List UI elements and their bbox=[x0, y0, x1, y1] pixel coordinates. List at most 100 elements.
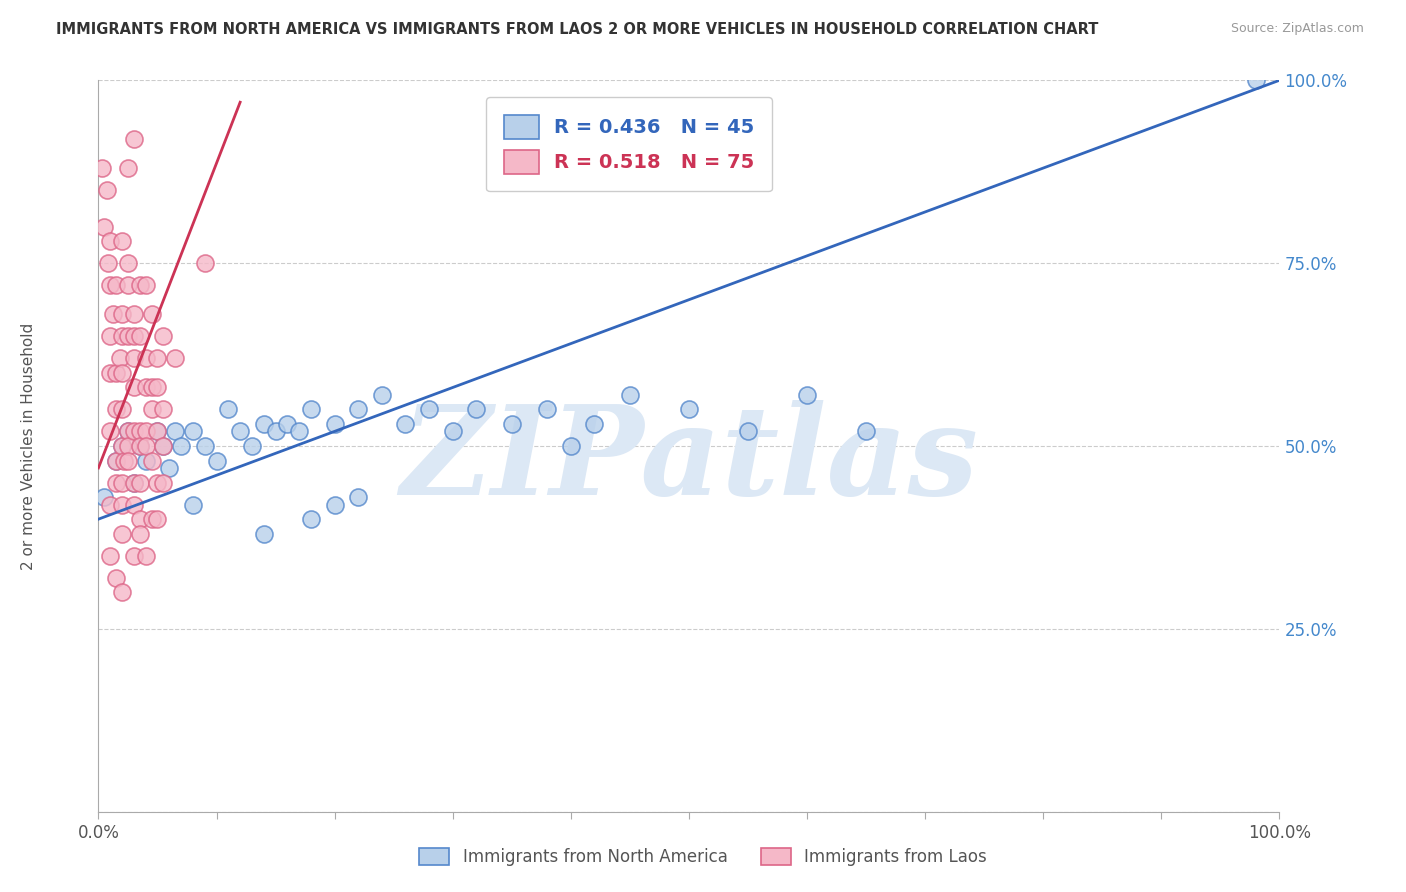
Point bbox=[1244, 73, 1267, 87]
Point bbox=[117, 425, 139, 439]
Point bbox=[122, 498, 145, 512]
Y-axis label: 2 or more Vehicles in Household: 2 or more Vehicles in Household bbox=[21, 322, 37, 570]
Point bbox=[347, 402, 370, 417]
Point bbox=[135, 549, 157, 563]
Point bbox=[135, 351, 157, 366]
Point bbox=[152, 439, 174, 453]
Point bbox=[105, 402, 128, 417]
Point bbox=[152, 402, 174, 417]
Point bbox=[111, 402, 134, 417]
Point bbox=[394, 417, 416, 431]
Point bbox=[796, 388, 818, 402]
Point bbox=[122, 351, 145, 366]
Point bbox=[583, 417, 606, 431]
Point bbox=[418, 402, 440, 417]
Point bbox=[128, 329, 150, 343]
Point bbox=[128, 278, 150, 293]
Point bbox=[105, 475, 128, 490]
Point bbox=[117, 256, 139, 270]
Point bbox=[98, 234, 121, 248]
Point bbox=[105, 453, 128, 467]
Point bbox=[122, 307, 145, 321]
Point bbox=[141, 307, 163, 321]
Point bbox=[93, 490, 115, 504]
Text: Source: ZipAtlas.com: Source: ZipAtlas.com bbox=[1230, 22, 1364, 36]
Point bbox=[229, 425, 252, 439]
Point bbox=[205, 453, 228, 467]
Point bbox=[96, 183, 118, 197]
Point bbox=[135, 439, 157, 453]
Point bbox=[146, 425, 169, 439]
Point bbox=[91, 161, 114, 175]
Point bbox=[98, 498, 121, 512]
Point bbox=[141, 402, 163, 417]
Point bbox=[501, 417, 523, 431]
Point bbox=[93, 219, 115, 234]
Point bbox=[117, 278, 139, 293]
Point bbox=[122, 425, 145, 439]
Point bbox=[128, 439, 150, 453]
Point bbox=[737, 425, 759, 439]
Point bbox=[98, 425, 121, 439]
Point bbox=[122, 329, 145, 343]
Point bbox=[117, 329, 139, 343]
Point bbox=[111, 439, 134, 453]
Point bbox=[111, 234, 134, 248]
Point bbox=[101, 307, 124, 321]
Point bbox=[288, 425, 311, 439]
Point bbox=[299, 402, 322, 417]
Point bbox=[98, 549, 121, 563]
Point bbox=[141, 512, 163, 526]
Point bbox=[128, 475, 150, 490]
Point bbox=[128, 526, 150, 541]
Point bbox=[122, 132, 145, 146]
Point bbox=[141, 453, 163, 467]
Point bbox=[135, 453, 157, 467]
Point bbox=[146, 512, 169, 526]
Point bbox=[276, 417, 298, 431]
Point bbox=[194, 439, 217, 453]
Text: IMMIGRANTS FROM NORTH AMERICA VS IMMIGRANTS FROM LAOS 2 OR MORE VEHICLES IN HOUS: IMMIGRANTS FROM NORTH AMERICA VS IMMIGRA… bbox=[56, 22, 1098, 37]
Point bbox=[117, 439, 139, 453]
Point bbox=[111, 307, 134, 321]
Point bbox=[135, 380, 157, 394]
Point bbox=[146, 425, 169, 439]
Point bbox=[105, 571, 128, 585]
Point bbox=[98, 278, 121, 293]
Point bbox=[111, 366, 134, 380]
Point bbox=[253, 526, 276, 541]
Point bbox=[111, 498, 134, 512]
Point bbox=[122, 475, 145, 490]
Point bbox=[105, 366, 128, 380]
Point bbox=[152, 439, 174, 453]
Point bbox=[98, 366, 121, 380]
Point bbox=[181, 498, 204, 512]
Point bbox=[117, 453, 139, 467]
Point bbox=[323, 417, 346, 431]
Point bbox=[111, 329, 134, 343]
Point bbox=[141, 380, 163, 394]
Legend: R = 0.436   N = 45, R = 0.518   N = 75: R = 0.436 N = 45, R = 0.518 N = 75 bbox=[486, 97, 772, 192]
Point bbox=[347, 490, 370, 504]
Point bbox=[323, 498, 346, 512]
Point bbox=[128, 439, 150, 453]
Point bbox=[146, 380, 169, 394]
Point bbox=[111, 526, 134, 541]
Point bbox=[165, 425, 187, 439]
Point bbox=[122, 549, 145, 563]
Point bbox=[678, 402, 700, 417]
Point bbox=[111, 585, 134, 599]
Point bbox=[105, 453, 128, 467]
Point bbox=[122, 475, 145, 490]
Point bbox=[135, 425, 157, 439]
Point bbox=[536, 402, 558, 417]
Point bbox=[146, 351, 169, 366]
Point bbox=[170, 439, 193, 453]
Point bbox=[111, 439, 134, 453]
Point bbox=[240, 439, 263, 453]
Point bbox=[108, 351, 131, 366]
Point bbox=[441, 425, 464, 439]
Point bbox=[181, 425, 204, 439]
Point bbox=[157, 461, 180, 475]
Legend: Immigrants from North America, Immigrants from Laos: Immigrants from North America, Immigrant… bbox=[411, 840, 995, 875]
